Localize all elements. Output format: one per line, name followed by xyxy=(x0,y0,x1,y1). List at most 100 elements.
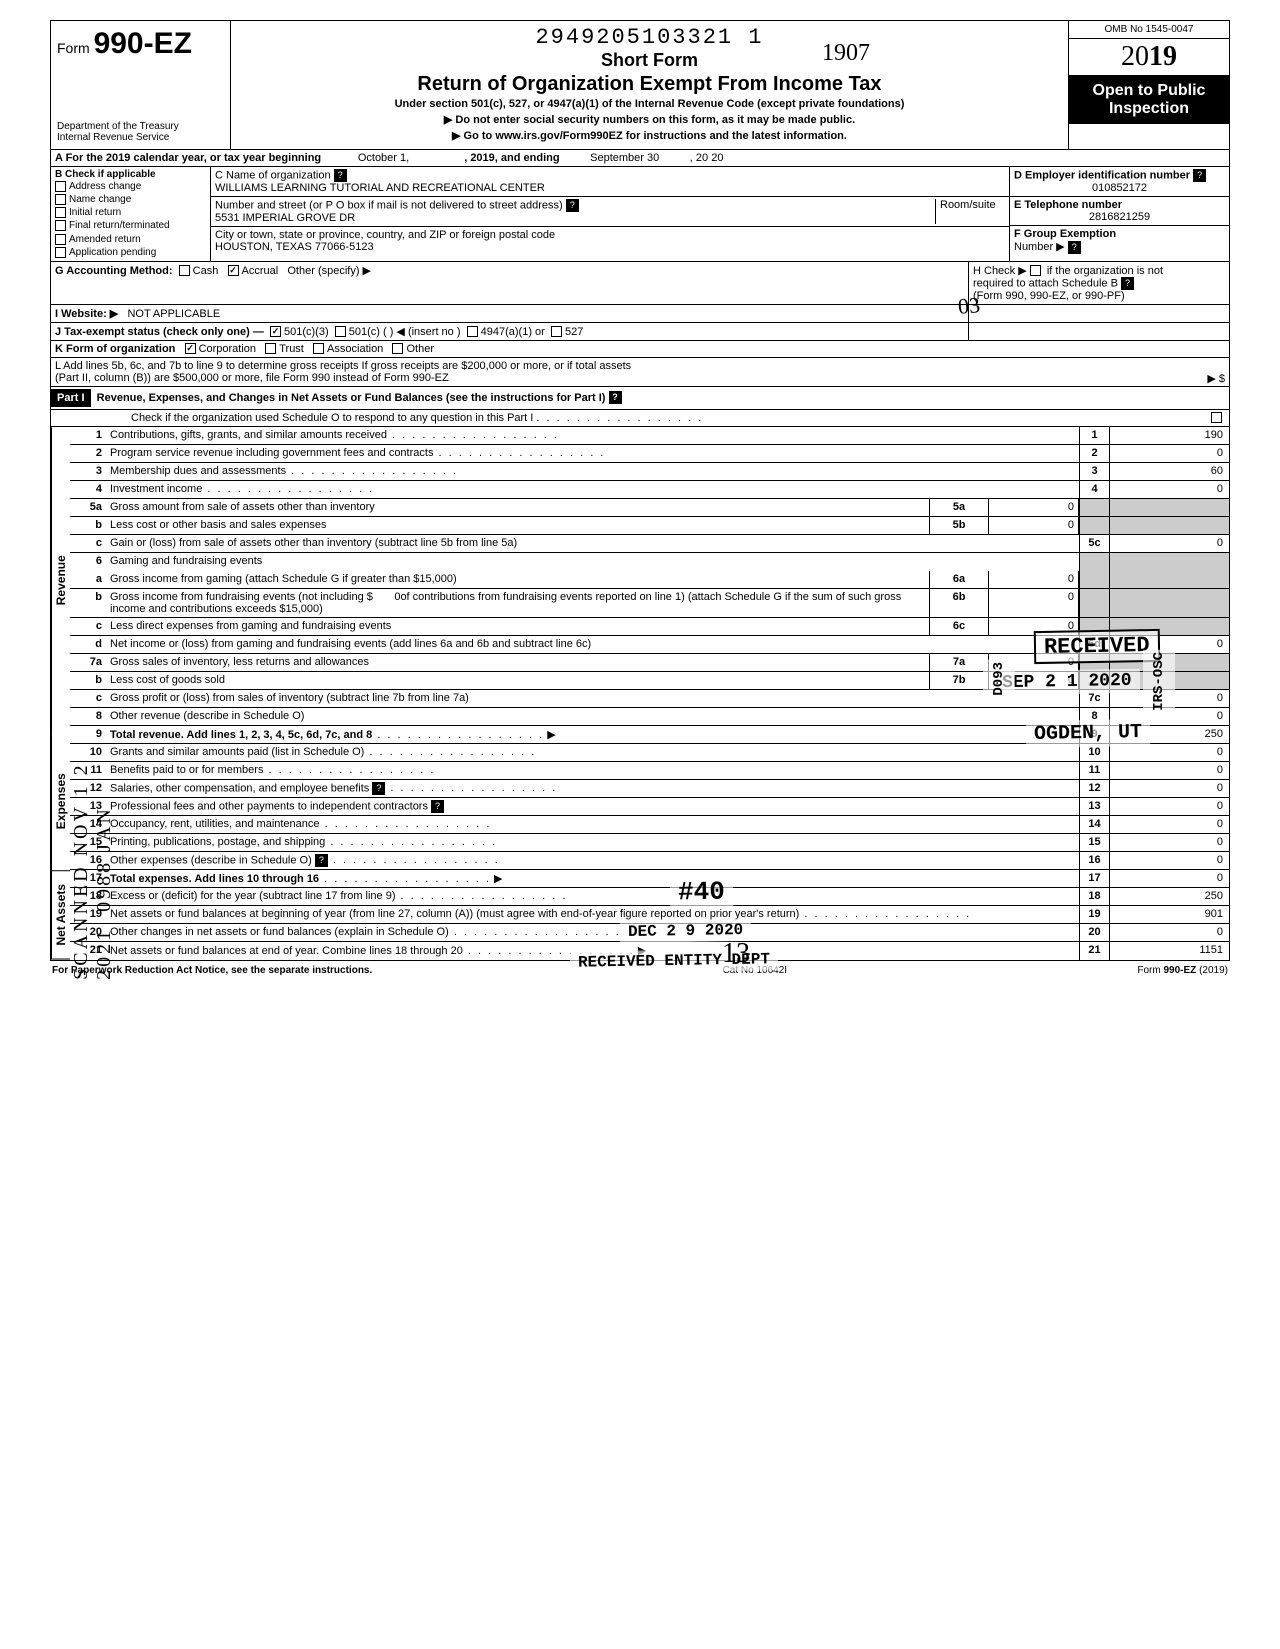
checkbox-address-change[interactable] xyxy=(55,181,66,192)
help-icon[interactable]: ? xyxy=(566,199,579,212)
footer-form: Form 990-EZ (2019) xyxy=(1137,965,1228,976)
open-inspection: Open to PublicInspection xyxy=(1069,76,1229,124)
page-number-hand: 13 xyxy=(722,938,750,970)
checkbox-trust[interactable] xyxy=(265,343,276,354)
line-16-value: 0 xyxy=(1109,852,1229,869)
dept-treasury: Department of the Treasury Internal Reve… xyxy=(57,121,224,143)
help-icon[interactable]: ? xyxy=(1193,169,1206,182)
line-l: L Add lines 5b, 6c, and 7b to line 9 to … xyxy=(51,358,1229,387)
line-19-value: 901 xyxy=(1109,906,1229,923)
form-title: Return of Organization Exempt From Incom… xyxy=(235,73,1064,96)
handwritten-03: 03 xyxy=(957,292,981,320)
stamp-scanned: SCANNED NOV 1 2 2021 0988 JAN xyxy=(70,640,116,980)
help-icon[interactable]: ? xyxy=(609,391,622,404)
omb-number: OMB No 1545-0047 xyxy=(1069,21,1229,39)
tax-year-end-month: September 30 xyxy=(590,152,659,164)
line-5a-value: 0 xyxy=(989,499,1079,516)
phone-value: 2816821259 xyxy=(1014,211,1225,223)
line-13-value: 0 xyxy=(1109,798,1229,815)
label-accounting: G Accounting Method: xyxy=(55,265,173,277)
checkbox-corporation[interactable]: ✓ xyxy=(185,343,196,354)
checkbox-final-return[interactable] xyxy=(55,220,66,231)
label-ein: D Employer identification number xyxy=(1014,169,1190,181)
website-value: NOT APPLICABLE xyxy=(127,308,220,320)
handwritten-top: 1907 xyxy=(822,40,870,67)
part1-lines: 1Contributions, gifts, grants, and simil… xyxy=(70,427,1229,960)
instr-ssn: ▶ Do not enter social security numbers o… xyxy=(235,113,1064,126)
line-5b-value: 0 xyxy=(989,517,1079,534)
ein-value: 010852172 xyxy=(1014,182,1225,194)
line-11-value: 0 xyxy=(1109,762,1229,779)
org-city: HOUSTON, TEXAS 77066-5123 xyxy=(215,241,374,253)
group-net-assets: Net Assets xyxy=(51,871,70,960)
checkbox-schedule-b[interactable] xyxy=(1030,265,1041,276)
line-6a-value: 0 xyxy=(989,571,1079,588)
line-7c-value: 0 xyxy=(1109,690,1229,707)
checkbox-association[interactable] xyxy=(313,343,324,354)
checkbox-4947[interactable] xyxy=(467,326,478,337)
checkbox-501c3[interactable]: ✓ xyxy=(270,326,281,337)
room-suite: Room/suite xyxy=(935,199,1005,224)
checkbox-527[interactable] xyxy=(551,326,562,337)
line-15-value: 0 xyxy=(1109,834,1229,851)
line-3-value: 60 xyxy=(1109,463,1229,480)
checkbox-amended-return[interactable] xyxy=(55,234,66,245)
label-phone: E Telephone number xyxy=(1014,199,1122,211)
line-7a-value: 0 xyxy=(989,654,1079,671)
dln: 2949205103321 1 xyxy=(235,25,1064,50)
line-12-value: 0 xyxy=(1109,780,1229,797)
line-14-value: 0 xyxy=(1109,816,1229,833)
checkbox-501c[interactable] xyxy=(335,326,346,337)
label-h: H Check ▶ xyxy=(973,265,1027,277)
line-1-value: 190 xyxy=(1109,427,1229,444)
line-10-value: 0 xyxy=(1109,744,1229,761)
checkbox-application-pending[interactable] xyxy=(55,247,66,258)
help-icon[interactable]: ? xyxy=(1121,277,1134,290)
short-form: Short Form xyxy=(235,50,1064,71)
tax-year: 2019 xyxy=(1069,39,1229,76)
org-street: 5531 IMPERIAL GROVE DR xyxy=(215,212,355,224)
line-4-value: 0 xyxy=(1109,481,1229,498)
checkbox-other-org[interactable] xyxy=(392,343,403,354)
part1-check-text: Check if the organization used Schedule … xyxy=(131,412,533,424)
line-20-value: 0 xyxy=(1109,924,1229,941)
line-7b-value: 0 xyxy=(989,672,1079,689)
form-number: Form 990-EZ xyxy=(57,27,224,61)
line-a: A For the 2019 calendar year, or tax yea… xyxy=(51,150,1229,167)
line-9-value: 250 xyxy=(1109,726,1229,743)
label-form-org: K Form of organization xyxy=(55,343,175,355)
label-city: City or town, state or province, country… xyxy=(215,229,555,241)
part-1-label: Part I xyxy=(51,389,91,407)
group-expenses: Expenses xyxy=(51,733,70,871)
line-2-value: 0 xyxy=(1109,445,1229,462)
section-b: B Check if applicable Address change Nam… xyxy=(51,167,211,261)
line-6d-value: 0 xyxy=(1109,636,1229,653)
help-icon[interactable]: ? xyxy=(1068,241,1081,254)
tax-year-begin: October 1, xyxy=(358,152,409,164)
line-17-value: 0 xyxy=(1109,870,1229,887)
form-990ez: Form 990-EZ Department of the Treasury I… xyxy=(50,20,1230,961)
label-website: I Website: ▶ xyxy=(55,308,118,320)
label-org-name: C Name of organization xyxy=(215,169,331,181)
line-6c-value: 0 xyxy=(989,618,1079,635)
checkbox-schedule-o[interactable] xyxy=(1211,412,1222,423)
help-icon[interactable]: ? xyxy=(334,169,347,182)
instr-url: ▶ Go to www.irs.gov/Form990EZ for instru… xyxy=(235,129,1064,142)
label-group-exemption: F Group Exemption xyxy=(1014,228,1116,240)
line-21-value: 1151 xyxy=(1109,942,1229,960)
checkbox-initial-return[interactable] xyxy=(55,207,66,218)
form-subtitle: Under section 501(c), 527, or 4947(a)(1)… xyxy=(235,98,1064,110)
line-8-value: 0 xyxy=(1109,708,1229,725)
line-5c-value: 0 xyxy=(1109,535,1229,552)
checkbox-accrual[interactable]: ✓ xyxy=(228,265,239,276)
line-6b-value: 0 xyxy=(989,589,1079,617)
line-18-value: 250 xyxy=(1109,888,1229,905)
part-1-title: Revenue, Expenses, and Changes in Net As… xyxy=(97,392,606,404)
label-tax-status: J Tax-exempt status (check only one) — xyxy=(55,326,264,338)
checkbox-name-change[interactable] xyxy=(55,194,66,205)
group-revenue: Revenue xyxy=(51,427,70,733)
label-street: Number and street (or P O box if mail is… xyxy=(215,199,563,211)
tax-year-end-year: , 20 20 xyxy=(690,152,724,164)
checkbox-cash[interactable] xyxy=(179,265,190,276)
org-name: WILLIAMS LEARNING TUTORIAL AND RECREATIO… xyxy=(215,182,545,194)
